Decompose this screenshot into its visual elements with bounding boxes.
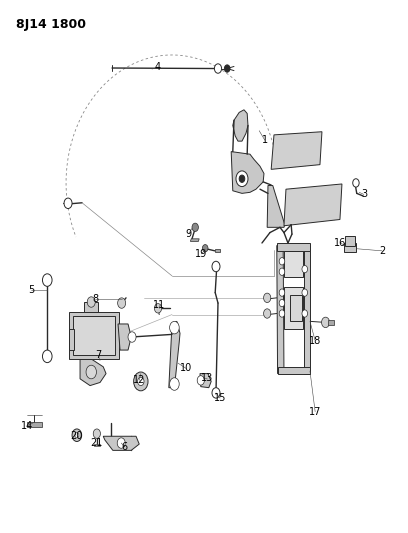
Circle shape [75,433,79,438]
Text: 3: 3 [361,189,367,199]
Polygon shape [169,321,180,387]
Polygon shape [103,436,139,450]
Text: 8J14 1800: 8J14 1800 [16,19,86,31]
Text: 10: 10 [180,364,192,373]
Circle shape [279,289,285,296]
Polygon shape [233,110,248,141]
Polygon shape [191,239,199,241]
Polygon shape [69,329,74,350]
Circle shape [279,268,285,276]
Text: 20: 20 [71,431,83,441]
Text: 4: 4 [155,62,161,72]
Circle shape [302,265,308,273]
Text: 2: 2 [379,246,385,256]
Circle shape [224,65,230,72]
Polygon shape [328,320,334,325]
Polygon shape [290,295,302,321]
Circle shape [86,365,96,379]
Text: 11: 11 [153,300,165,310]
Polygon shape [304,246,310,374]
Circle shape [212,261,220,272]
Text: 19: 19 [195,249,207,259]
Circle shape [197,376,204,385]
Circle shape [322,317,330,328]
Circle shape [192,223,198,231]
Circle shape [72,429,82,441]
Circle shape [134,372,148,391]
Polygon shape [73,316,115,356]
Text: 21: 21 [91,438,103,448]
Polygon shape [277,246,284,374]
Text: 13: 13 [201,373,213,383]
Polygon shape [344,243,356,252]
Circle shape [42,274,52,286]
Circle shape [264,309,271,318]
Text: 6: 6 [122,442,128,451]
Polygon shape [277,243,310,251]
Circle shape [117,438,125,448]
Circle shape [118,298,126,308]
Polygon shape [284,287,303,329]
Polygon shape [69,312,119,359]
Circle shape [353,179,359,187]
Polygon shape [27,422,42,427]
Circle shape [137,377,144,385]
Text: 9: 9 [186,229,192,239]
Circle shape [239,175,245,182]
Polygon shape [284,184,342,226]
Circle shape [170,321,179,334]
Circle shape [236,171,248,187]
Circle shape [128,332,136,342]
Text: 8: 8 [92,294,98,304]
Circle shape [279,310,285,317]
Circle shape [279,257,285,265]
Polygon shape [284,251,303,277]
Polygon shape [277,367,310,374]
Polygon shape [118,324,131,350]
Circle shape [170,378,179,390]
Circle shape [64,198,72,208]
Circle shape [279,300,285,306]
Circle shape [42,350,52,362]
Polygon shape [84,302,98,312]
Text: 14: 14 [21,421,33,431]
Polygon shape [200,374,211,387]
Text: 18: 18 [309,336,321,346]
Polygon shape [80,359,106,385]
Text: 12: 12 [133,375,145,385]
Polygon shape [215,249,220,253]
Circle shape [302,289,308,296]
Text: 5: 5 [28,285,34,295]
Text: 16: 16 [334,238,346,248]
Circle shape [202,245,208,252]
Polygon shape [267,185,285,228]
Circle shape [93,429,100,438]
Circle shape [212,387,220,398]
Text: 17: 17 [309,407,322,417]
Circle shape [154,304,162,313]
Circle shape [264,293,271,303]
Polygon shape [345,236,355,246]
Circle shape [87,297,95,307]
Polygon shape [231,151,264,193]
Circle shape [302,310,308,317]
Circle shape [214,64,222,73]
Text: 1: 1 [262,135,268,145]
Polygon shape [271,132,322,169]
Polygon shape [94,443,100,446]
Text: 15: 15 [214,393,226,403]
Text: 7: 7 [95,350,101,360]
